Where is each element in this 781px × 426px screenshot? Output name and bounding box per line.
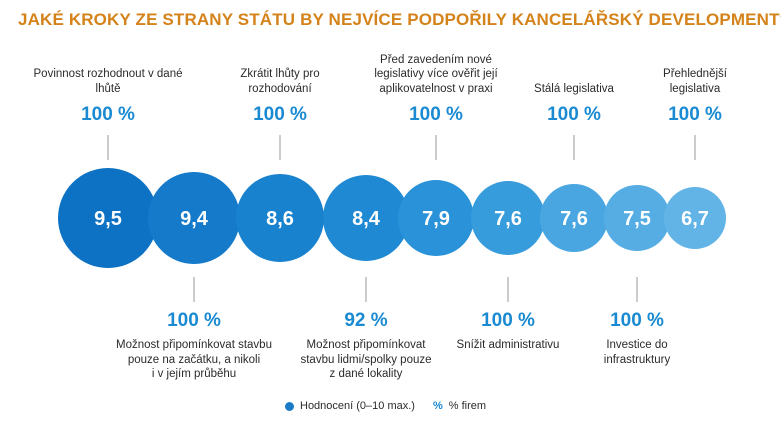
rating-value: 8,4: [352, 208, 381, 230]
rating-value: 7,6: [494, 208, 522, 230]
rating-value: 7,6: [560, 208, 588, 230]
rating-value: 8,6: [266, 208, 294, 230]
rating-bubble: [398, 180, 474, 256]
legend-rating-dot-icon: [285, 401, 294, 411]
rating-value: 7,9: [422, 208, 450, 230]
percent-value: 100 %: [610, 310, 664, 331]
percent-value: 100 %: [668, 104, 722, 125]
legend: Hodnocení (0–10 max.) % % firem: [285, 400, 486, 412]
rating-bubble: [323, 175, 409, 261]
rating-value: 7,5: [623, 208, 651, 230]
category-label: Povinnost rozhodnout v dané lhůtě: [33, 68, 183, 95]
percent-value: 100 %: [409, 104, 463, 125]
legend-rating-label: Hodnocení (0–10 max.): [300, 400, 415, 412]
percent-value: 100 %: [81, 104, 135, 125]
category-label: Snížit administrativu: [456, 339, 560, 351]
category-label: Přehlednější legislativa: [663, 68, 727, 95]
category-label: Možnost připomínkovat stavbu lidmi/spolky…: [300, 339, 432, 380]
legend-percent-label: % firem: [448, 400, 487, 412]
rating-bubble: [604, 185, 670, 251]
category-label: Zkrátit lhůty pro rozhodování: [240, 68, 320, 95]
rating-bubble: [148, 172, 240, 264]
rating-value: 6,7: [681, 208, 709, 230]
percent-value: 100 %: [547, 104, 601, 125]
rating-bubble: [540, 184, 608, 252]
percent-value: 100 %: [253, 104, 307, 125]
rating-bubble: [471, 181, 545, 255]
rating-bubble: [58, 168, 158, 268]
rating-bubble: [664, 187, 726, 249]
percent-value: 100 %: [167, 310, 221, 331]
rating-value: 9,4: [180, 208, 209, 230]
chart-title: JAKÉ KROKY ZE STRANY STÁTU BY NEJVÍCE PO…: [18, 10, 781, 29]
category-label: Stálá legislativa: [534, 82, 614, 95]
rating-bubble: [236, 174, 324, 262]
percent-value: 92 %: [344, 310, 388, 331]
category-label: Před zavedením nové legislativy více ověř…: [374, 53, 498, 95]
rating-value: 9,5: [94, 208, 122, 230]
category-label: Investice do infrastruktury: [603, 339, 671, 366]
category-label: Možnost připomínkovat stavbu pouze na zač…: [116, 339, 272, 380]
legend-percent-symbol: %: [432, 400, 443, 412]
percent-value: 100 %: [481, 310, 535, 331]
